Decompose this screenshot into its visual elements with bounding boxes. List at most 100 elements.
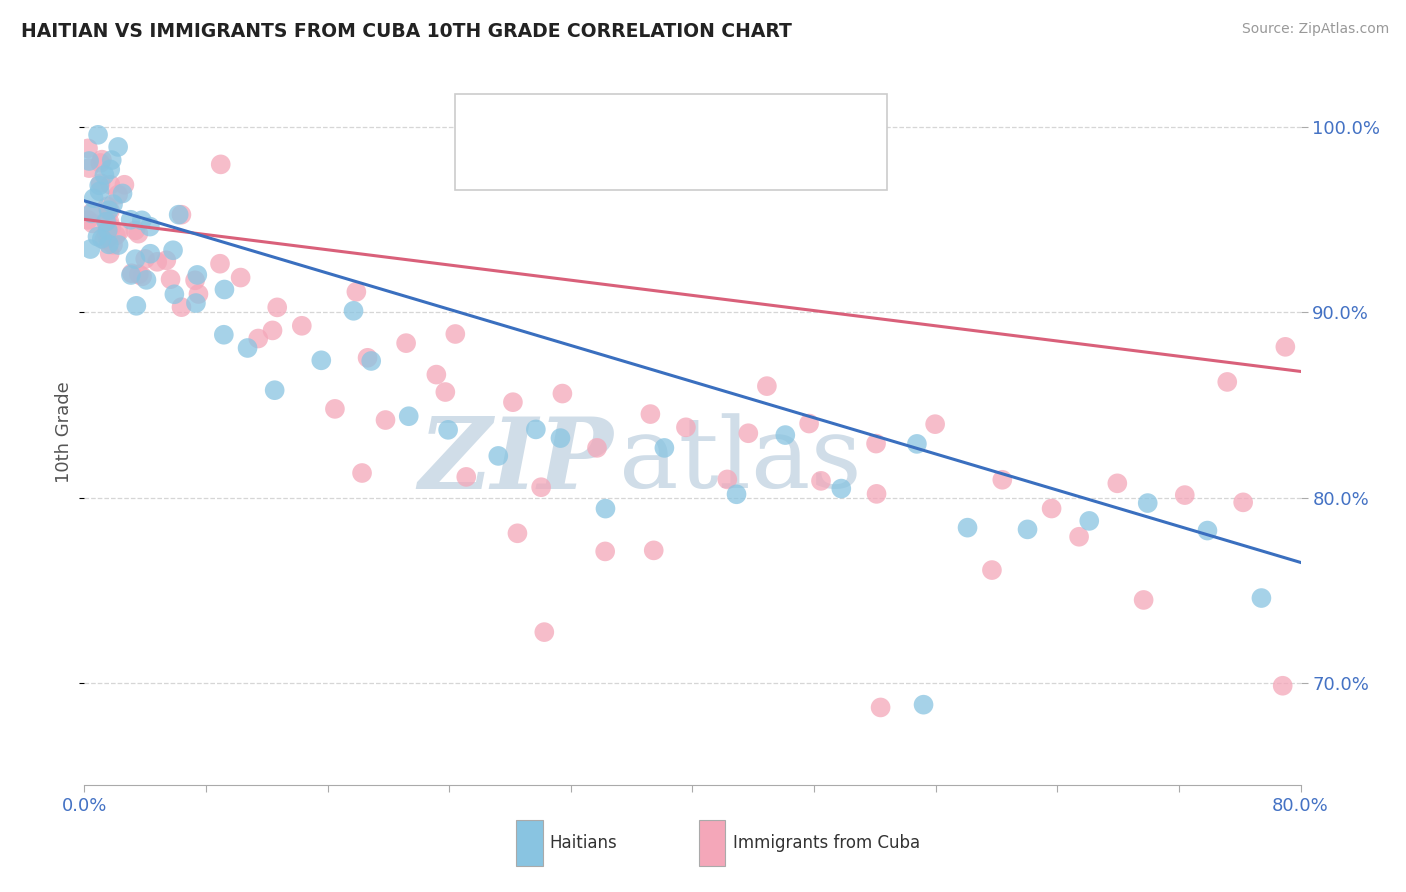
Point — [1067, 530, 1090, 544]
Point — [89, 156, 111, 170]
Point — [1274, 340, 1296, 354]
Point — [93, 168, 115, 182]
Point — [98, 203, 121, 218]
FancyBboxPatch shape — [699, 821, 725, 866]
Point — [83, 191, 105, 205]
Point — [395, 336, 418, 351]
Point — [127, 227, 149, 241]
Point — [311, 353, 333, 368]
Text: ZIP: ZIP — [419, 413, 613, 509]
Point — [1078, 514, 1101, 528]
Point — [187, 287, 209, 301]
Point — [89, 185, 111, 199]
Point — [167, 208, 190, 222]
Point — [131, 213, 153, 227]
Point — [263, 383, 285, 397]
Point — [90, 176, 112, 190]
Point — [323, 401, 346, 416]
Point — [97, 203, 120, 218]
Point — [374, 413, 396, 427]
Point — [100, 178, 122, 192]
Point — [90, 232, 112, 246]
Point — [79, 242, 101, 256]
Point — [86, 229, 108, 244]
Point — [1107, 476, 1129, 491]
Point — [214, 283, 236, 297]
Point — [716, 472, 738, 486]
Point — [134, 252, 156, 266]
Point — [360, 354, 382, 368]
Point — [98, 215, 121, 229]
Point — [352, 466, 374, 480]
Point — [344, 285, 367, 299]
Point — [398, 409, 420, 424]
Point — [1132, 593, 1154, 607]
Point — [93, 233, 115, 247]
Point — [111, 186, 134, 201]
Point — [135, 273, 157, 287]
Point — [107, 140, 129, 154]
Point — [170, 208, 193, 222]
Point — [737, 426, 759, 441]
Point — [912, 698, 935, 712]
Point — [96, 214, 118, 228]
Text: Source: ZipAtlas.com: Source: ZipAtlas.com — [1241, 22, 1389, 37]
Point — [96, 226, 118, 240]
Point — [77, 153, 100, 168]
Point — [170, 300, 193, 314]
Text: Haitians: Haitians — [548, 834, 617, 853]
Point — [236, 341, 259, 355]
Point — [107, 238, 129, 252]
Point — [356, 351, 378, 365]
Point — [437, 423, 460, 437]
Point — [675, 420, 697, 434]
Point — [550, 431, 572, 445]
Point — [155, 253, 177, 268]
FancyBboxPatch shape — [516, 821, 543, 866]
Point — [77, 161, 100, 175]
Point — [924, 417, 946, 432]
Point — [991, 473, 1014, 487]
Point — [291, 318, 314, 333]
Point — [82, 216, 104, 230]
Point — [97, 237, 120, 252]
Point — [229, 270, 252, 285]
Point — [94, 214, 117, 228]
Point — [524, 422, 547, 436]
Text: atlas: atlas — [620, 413, 862, 508]
Point — [163, 287, 186, 301]
Point — [76, 213, 98, 227]
Point — [869, 700, 891, 714]
Point — [1197, 524, 1219, 538]
Point — [640, 407, 662, 421]
Point — [77, 141, 100, 155]
Point — [100, 153, 122, 167]
Point — [124, 223, 146, 237]
Point — [139, 219, 162, 234]
Point — [146, 255, 169, 269]
Point — [96, 199, 118, 213]
Point — [184, 273, 207, 287]
Point — [593, 544, 616, 558]
Point — [502, 395, 524, 409]
Point — [865, 487, 887, 501]
Point — [456, 470, 478, 484]
Point — [100, 220, 122, 235]
Y-axis label: 10th Grade: 10th Grade — [55, 382, 73, 483]
Point — [533, 625, 555, 640]
Point — [1040, 501, 1063, 516]
Point — [434, 384, 457, 399]
Point — [87, 128, 110, 142]
Point — [247, 331, 270, 345]
Point — [80, 206, 103, 220]
Point — [139, 246, 162, 260]
Point — [1216, 375, 1239, 389]
Point — [486, 449, 509, 463]
Point — [725, 487, 748, 501]
Point — [212, 327, 235, 342]
Point — [107, 187, 129, 202]
Point — [162, 244, 184, 258]
Point — [262, 323, 284, 337]
Point — [981, 563, 1004, 577]
Point — [551, 386, 574, 401]
